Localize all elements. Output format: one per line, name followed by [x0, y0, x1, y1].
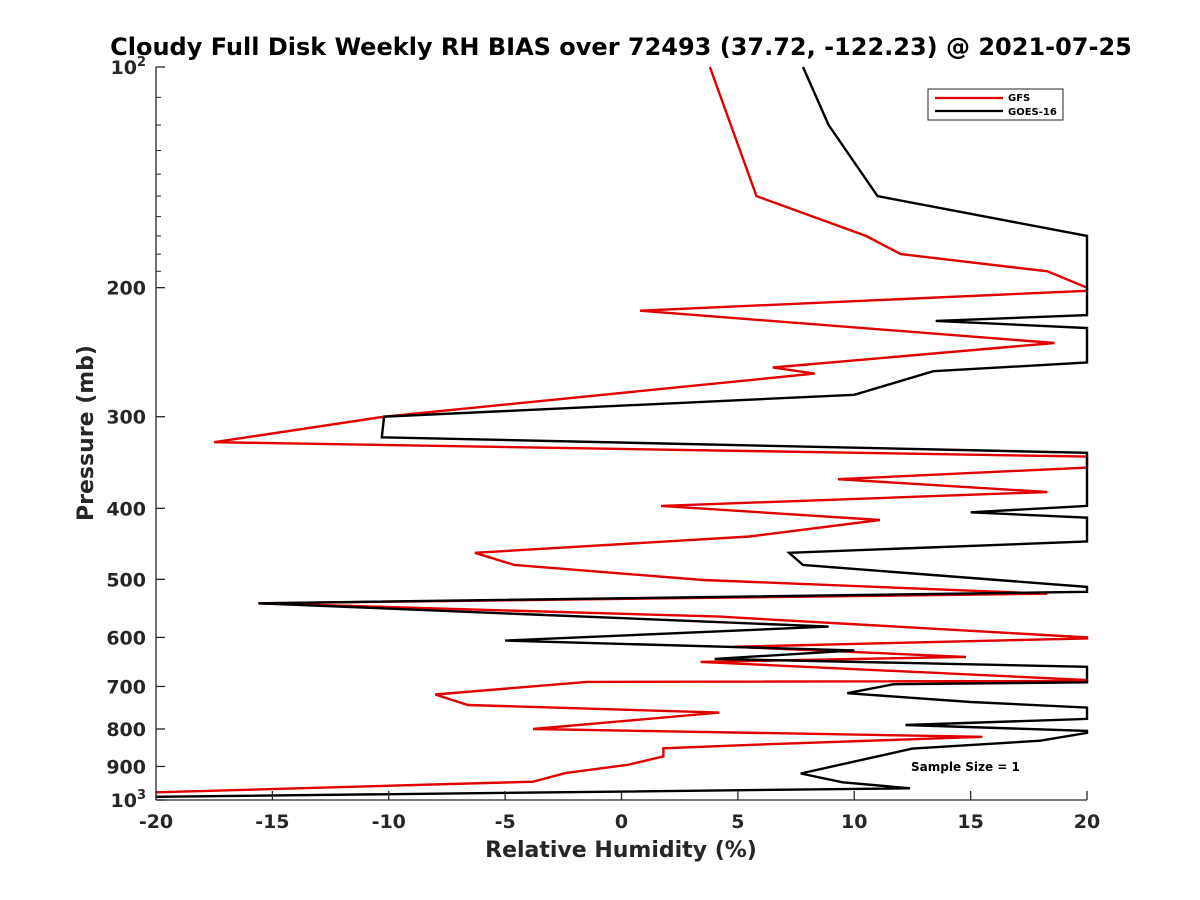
- y-tick-label: 600: [106, 627, 146, 649]
- chart-title: Cloudy Full Disk Weekly RH BIAS over 724…: [110, 33, 1132, 61]
- y-tick-label: 300: [106, 407, 146, 429]
- y-tick-label: 400: [106, 498, 146, 520]
- plot-lines: [155, 66, 1089, 798]
- x-ticks: -20 -15 -10 -5 0 5 10 15 20: [139, 791, 1100, 833]
- x-tick-label: -5: [495, 811, 516, 833]
- series-line-goes-16: [155, 66, 1089, 798]
- x-tick-label: 20: [1074, 811, 1100, 833]
- x-tick-label: 0: [615, 811, 628, 833]
- y-tick-label: 103: [111, 788, 147, 812]
- x-tick-label: -20: [139, 811, 173, 833]
- x-axis-label: Relative Humidity (%): [485, 838, 757, 863]
- y-tick-label: 900: [106, 756, 146, 778]
- legend: GFS GOES-16: [927, 88, 1064, 121]
- x-tick-label: 10: [841, 811, 867, 833]
- y-tick-label: 700: [106, 676, 146, 698]
- y-ticks: 102 200 300 400 500 600 700 800 900 103: [106, 55, 165, 812]
- sample-size-annotation: Sample Size = 1: [911, 760, 1020, 774]
- y-tick-label: 800: [106, 719, 146, 741]
- y-tick-label: 200: [106, 278, 146, 300]
- y-tick-label: 500: [106, 569, 146, 591]
- x-tick-label: 5: [731, 811, 744, 833]
- x-tick-label: -10: [372, 811, 406, 833]
- y-axis-label: Pressure (mb): [74, 345, 99, 521]
- x-tick-label: -15: [255, 811, 289, 833]
- x-tick-label: 15: [957, 811, 983, 833]
- series-line-gfs: [155, 66, 1089, 794]
- legend-label-goes-16: GOES-16: [1008, 107, 1057, 118]
- legend-box: [927, 88, 1064, 121]
- legend-label-gfs: GFS: [1008, 93, 1030, 104]
- y-tick-label: 102: [111, 55, 147, 79]
